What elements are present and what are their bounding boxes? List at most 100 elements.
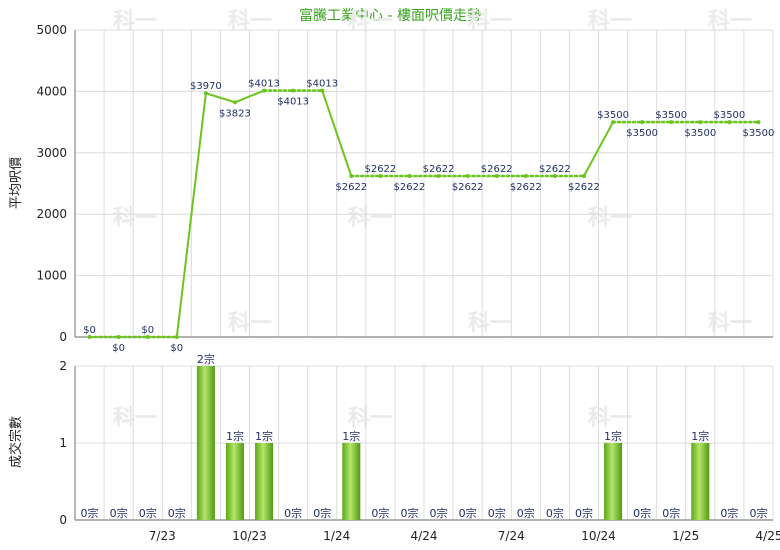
- line-chart-point: [552, 174, 557, 179]
- line-chart-point: [349, 174, 354, 179]
- x-axis-tick-label: 7/24: [498, 529, 525, 543]
- chart-title: 富騰工業中心 - 樓面呎價走勢: [299, 7, 481, 24]
- bar-chart-y-tick-label: 1: [59, 436, 67, 450]
- line-chart-value-label: $3500: [684, 128, 716, 139]
- line-chart-point: [494, 174, 499, 179]
- line-chart-segment: [204, 92, 236, 104]
- bar-chart-count-label: 0宗: [720, 506, 738, 520]
- line-chart-segment: [321, 89, 353, 178]
- bar-chart-count-label: 1宗: [691, 429, 709, 443]
- line-chart-value-label: $3500: [655, 110, 687, 121]
- line-chart-value-label: $2622: [510, 182, 542, 193]
- line-chart-point: [756, 120, 761, 125]
- watermark-text: 科一: [468, 311, 512, 336]
- line-chart-point: [581, 174, 586, 179]
- line-chart-value-label: $4013: [248, 79, 280, 90]
- bar-chart-count-label: 1宗: [604, 429, 622, 443]
- bar-chart-y-axis-label: 成交宗數: [8, 416, 24, 468]
- line-chart-value-label: $3500: [743, 128, 775, 139]
- line-chart-value-label: $3970: [190, 81, 222, 92]
- watermark-text: 科一: [588, 406, 632, 431]
- bar-chart-bar: [225, 443, 244, 520]
- x-axis-tick-label: 1/24: [323, 529, 350, 543]
- line-chart-point: [262, 88, 267, 93]
- line-chart-series: [87, 88, 761, 339]
- line-chart-axes: [74, 30, 773, 338]
- line-chart-value-label: $2622: [335, 182, 367, 193]
- line-chart-point: [320, 88, 325, 93]
- line-chart-point: [669, 120, 674, 125]
- line-chart-value-label: $3500: [597, 110, 629, 121]
- line-chart-point: [87, 335, 92, 339]
- line-chart-value-label: $2622: [452, 182, 484, 193]
- bar-chart-count-label: 0宗: [313, 506, 331, 520]
- line-chart-point: [436, 174, 441, 179]
- line-chart-point: [203, 91, 208, 96]
- line-chart-segment: [175, 92, 207, 338]
- line-chart-point: [174, 335, 179, 339]
- line-chart-point: [291, 88, 296, 93]
- line-chart-point: [232, 100, 237, 105]
- bar-chart-count-label: 0宗: [633, 506, 651, 520]
- bar-chart-bar: [255, 443, 274, 520]
- x-axis-tick-label: 4/25: [756, 529, 780, 543]
- line-chart-value-label: $2622: [364, 164, 396, 175]
- bar-chart-count-label: 0宗: [110, 506, 128, 520]
- bar-chart-count-label: 0宗: [459, 506, 477, 520]
- line-chart-point: [727, 120, 732, 125]
- watermark-text: 科一: [113, 406, 157, 431]
- bar-chart-grid: 0 1 2: [59, 359, 774, 527]
- bar-chart-count-label: 0宗: [284, 506, 302, 520]
- bar-chart-count-label: 0宗: [400, 506, 418, 520]
- line-chart-value-label: $4013: [306, 79, 338, 90]
- bar-chart-count-label: 0宗: [546, 506, 564, 520]
- bar-chart-count-label: 0宗: [139, 506, 157, 520]
- line-chart-y-tick-label: 5000: [36, 23, 67, 37]
- bar-chart-bars: [196, 366, 710, 520]
- bar-chart-axes: [74, 366, 773, 521]
- line-chart-value-label: $4013: [277, 97, 309, 108]
- line-chart-value-label: $0: [112, 343, 125, 354]
- bar-chart-count-label: 0宗: [749, 506, 767, 520]
- bar-chart-count-label: 0宗: [662, 506, 680, 520]
- line-chart-point: [523, 174, 528, 179]
- line-chart-point: [465, 174, 470, 179]
- line-chart-point: [640, 120, 645, 125]
- line-chart-point: [611, 120, 616, 125]
- line-chart-y-tick-label: 1000: [36, 269, 67, 283]
- bar-chart-bar: [196, 366, 215, 520]
- line-chart-value-label: $0: [141, 325, 154, 336]
- line-chart-y-tick-label: 4000: [36, 84, 67, 98]
- line-chart-value-label: $3500: [713, 110, 745, 121]
- watermark-text: 科一: [348, 206, 392, 231]
- bar-chart-count-label: 0宗: [488, 506, 506, 520]
- line-chart-value-labels: $0 $0 $0 $0 $3970 $3823 $4013 $4013 $4013 $2622 $2…: [83, 79, 774, 354]
- line-chart-point: [378, 174, 383, 179]
- line-chart-value-label: $2622: [481, 164, 513, 175]
- line-chart-point: [116, 335, 121, 339]
- x-axis-tick-label: 10/23: [232, 529, 267, 543]
- line-chart-y-tick-label: 3000: [36, 146, 67, 160]
- line-chart-y-tick-label: 0: [59, 330, 67, 344]
- line-chart-value-label: $2622: [568, 182, 600, 193]
- bar-chart-count-label: 0宗: [81, 506, 99, 520]
- line-chart-value-label: $3500: [626, 128, 658, 139]
- x-axis-tick-label: 7/23: [149, 529, 176, 543]
- bar-chart-bar: [342, 443, 361, 520]
- bar-chart-count-label: 0宗: [430, 506, 448, 520]
- watermark-text: 科一: [113, 206, 157, 231]
- line-chart-value-label: $2622: [394, 182, 426, 193]
- bar-chart-count-label: 1宗: [226, 429, 244, 443]
- bar-chart-y-tick-label: 2: [59, 359, 67, 373]
- x-axis-tick-labels: 7/23 10/23 1/24 4/24 7/24 10/24 1/25 4/25: [149, 529, 780, 543]
- x-axis-tick-label: 10/24: [581, 529, 616, 543]
- watermark-text: 科一: [588, 206, 632, 231]
- bar-chart-count-label: 0宗: [575, 506, 593, 520]
- bar-chart-bar: [604, 443, 623, 520]
- line-chart-y-axis-label: 平均呎價: [9, 157, 24, 209]
- line-chart-segment: [582, 121, 615, 178]
- line-chart-point: [407, 174, 412, 179]
- x-axis-tick-label: 1/25: [672, 529, 699, 543]
